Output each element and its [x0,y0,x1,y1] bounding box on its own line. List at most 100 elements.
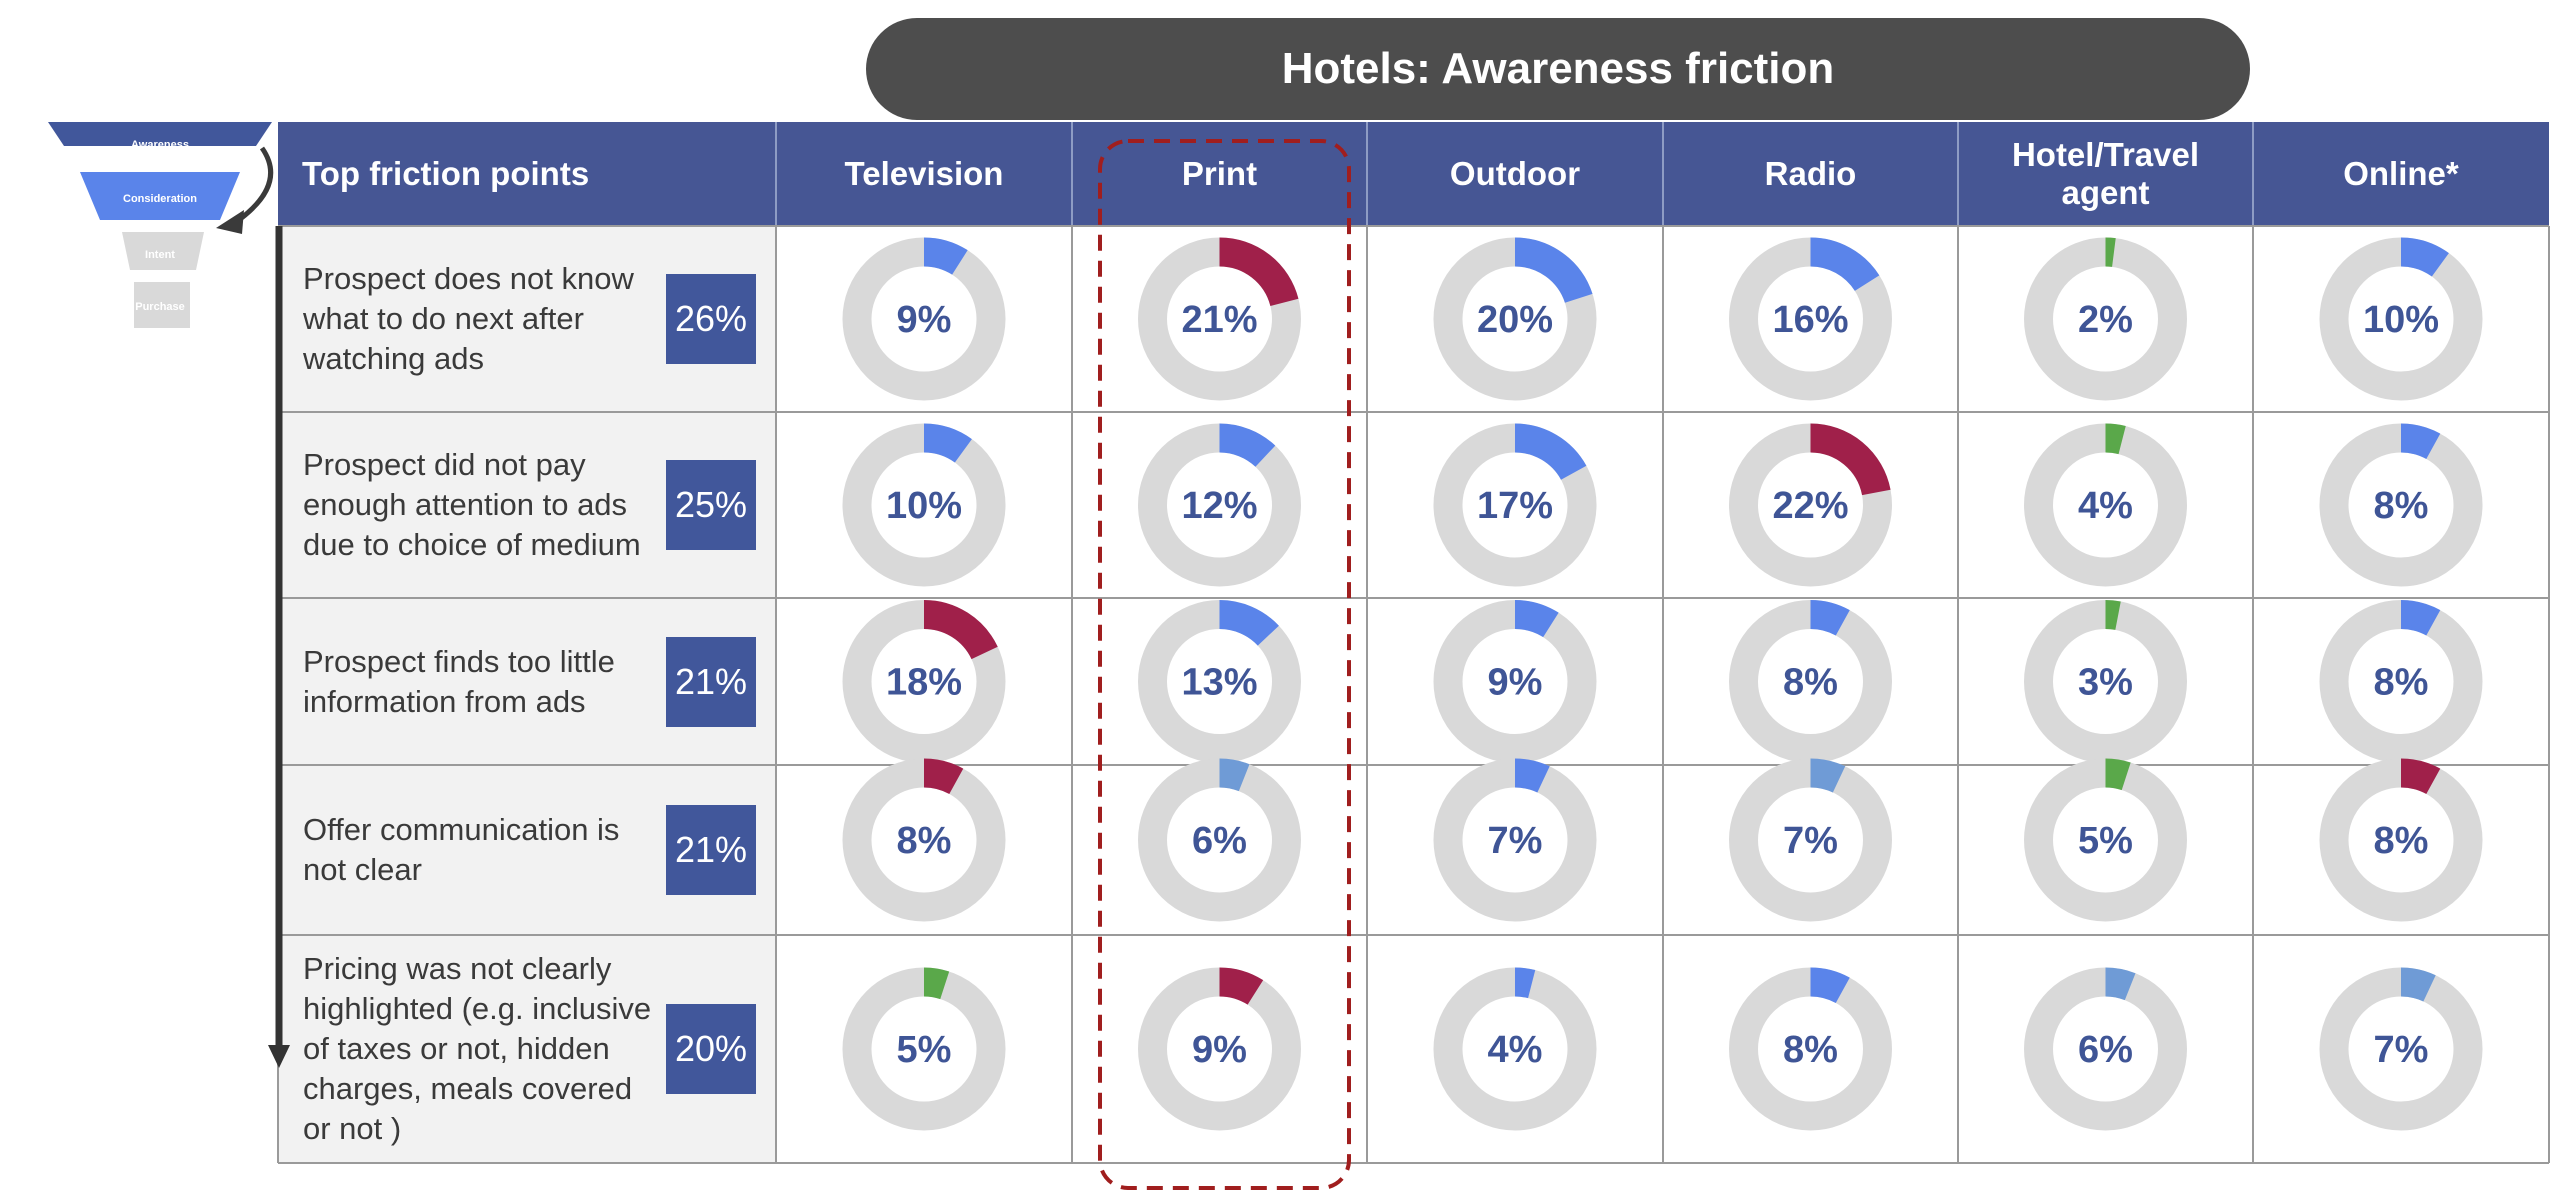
donut-chart: 21% [1138,237,1301,401]
donut-value-label: 8% [2374,662,2429,704]
donut-value-arc [1514,237,1593,304]
donut-value-label: 5% [897,1029,952,1071]
funnel-arrow-icon [234,146,274,225]
header-background [278,122,2549,226]
column-header: Print [1181,155,1258,192]
donut-value-arc [923,600,998,660]
donut-value-label: 8% [2374,820,2429,862]
donut-chart: 8% [1729,967,1892,1131]
donut-value-label: 20% [1477,299,1553,341]
donut-value-label: 3% [2078,662,2133,704]
donut-value-label: 21% [1181,299,1257,341]
donut-chart: 22% [1729,423,1892,587]
donut-chart: 6% [2024,967,2187,1131]
donut-value-label: 12% [1181,485,1257,527]
donut-value-arc [923,237,968,276]
donut-chart: 17% [1433,423,1597,587]
friction-point-label: Prospect does not know what to do next a… [303,261,634,376]
donut-value-arc [2105,423,2126,455]
donut-value-arc [2104,967,2136,1001]
donut-value-arc [1218,423,1276,468]
donut-value-arc [2105,600,2121,630]
donut-value-arc [2400,967,2436,1002]
donut-chart: 9% [1138,967,1301,1131]
donut-value-label: 2% [2078,299,2133,341]
donut-value-arc [1809,423,1891,496]
donut-value-label: 9% [1488,662,1543,704]
overall-share-badge: 20% [666,1004,756,1094]
donut-value-label: 7% [1488,820,1543,862]
donut-value-arc [1809,758,1846,793]
donut-chart: 13% [1138,600,1301,763]
donut-chart: 7% [1433,758,1597,922]
donut-value-label: 8% [1783,1029,1838,1071]
friction-point-label: Offer communication is not clear [303,812,620,887]
donut-chart: 8% [842,758,1006,922]
donut-value-arc [1514,967,1536,999]
friction-point-label: Pricing was not clearly highlighted (e.g… [303,951,652,1146]
overall-share-badge: 21% [666,636,756,727]
funnel-stage-label: Awareness [131,139,189,151]
column-header-friction-points: Top friction points [302,155,590,192]
donut-value-label: 5% [2078,820,2133,862]
donut-chart: 18% [842,600,1006,763]
donut-value-arc [2400,423,2441,460]
funnel-stage-label: Consideration [123,193,197,205]
donut-value-label: 6% [1192,820,1247,862]
print-highlight-box [1098,139,1351,1190]
donut-chart: 4% [1433,967,1597,1131]
donut-value-label: 18% [886,662,962,704]
donut-value-label: 10% [2363,299,2439,341]
donut-value-arc [923,758,964,795]
donut-chart: 20% [1433,237,1597,401]
donut-value-label: 4% [2078,485,2133,527]
overall-share-badge: 25% [666,460,756,550]
donut-value-arc [1218,758,1250,792]
donut-value-label: 8% [2374,485,2429,527]
friction-point-label: Prospect finds too little information fr… [303,643,615,719]
donut-value-label: 10% [886,485,962,527]
funnel-stage-consideration [80,172,240,220]
overall-share-badge: 26% [666,274,756,364]
donut-value-label: 7% [2374,1029,2429,1071]
donut-chart: 9% [842,237,1006,401]
donut-value-arc [923,967,950,1000]
column-header: Hotel/Travel agent [2011,136,2200,211]
donut-chart: 12% [1138,423,1301,587]
donut-value-label: 22% [1772,485,1848,527]
donut-value-arc [1218,967,1264,1006]
down-arrowhead-icon [268,1045,290,1068]
donut-value-arc [1809,237,1880,292]
donut-chart: 5% [842,967,1006,1131]
donut-value-arc [2104,758,2131,791]
donut-chart: 8% [1729,600,1892,763]
donut-chart: 7% [2319,967,2483,1131]
donut-chart: 10% [2319,237,2483,401]
chart-title: Hotels: Awareness friction [866,18,2250,120]
donut-value-label: 16% [1772,299,1848,341]
donut-value-arc [1514,423,1587,481]
donut-value-label: 8% [897,820,952,862]
donut-chart: 8% [2319,758,2483,922]
friction-point-label: Prospect did not pay enough attention to… [303,447,641,562]
funnel-diagram: Awareness Consideration Intent Purchase [48,122,274,328]
funnel-arrowhead-icon [216,210,244,234]
donut-chart: 10% [842,423,1006,587]
donut-value-arc [1809,967,1850,1004]
donut-chart: 5% [2024,758,2187,922]
donut-chart: 16% [1729,237,1892,401]
donut-chart: 3% [2024,600,2187,763]
donut-value-arc [923,423,972,463]
donut-value-arc [2400,758,2441,795]
funnel-stage-awareness [48,122,272,146]
donut-value-arc [1809,600,1850,636]
donut-value-arc [2105,237,2116,267]
funnel-stage-label: Purchase [135,301,185,313]
column-header: Television [844,155,1004,192]
donut-value-arc [2400,237,2449,277]
donut-chart: 6% [1138,758,1301,922]
donut-value-label: 17% [1477,485,1553,527]
donut-value-label: 6% [2078,1029,2133,1071]
donut-value-label: 9% [897,299,952,341]
donut-value-label: 4% [1488,1029,1543,1071]
